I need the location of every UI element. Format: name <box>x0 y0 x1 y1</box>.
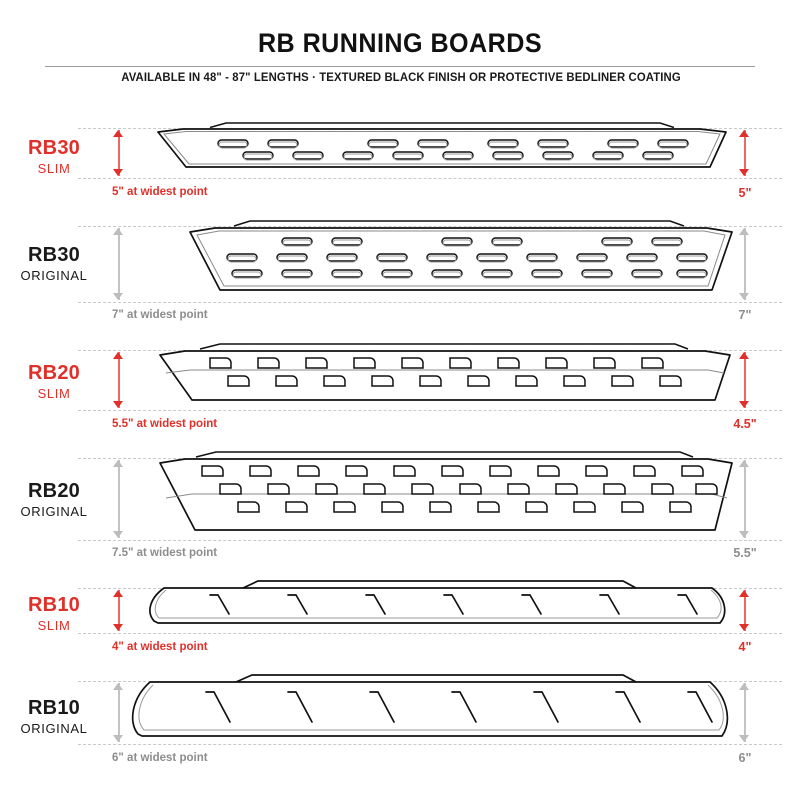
guide-line-top <box>78 226 782 227</box>
dimension-arrow-right <box>738 683 752 742</box>
board-illustration-rb20-slim <box>140 342 745 422</box>
dimension-arrow-right <box>738 590 752 631</box>
row-label-rb10-original: RB10 ORIGINAL <box>0 698 108 735</box>
header-subtitle: AVAILABLE IN 48" - 87" LENGTHS · TEXTURE… <box>121 72 681 84</box>
board-illustration-rb30-slim <box>140 120 740 190</box>
variant-name: SLIM <box>37 618 71 633</box>
guide-line-bottom <box>78 302 782 303</box>
widest-point-label: 4" at widest point <box>112 641 208 653</box>
dimension-arrow-left <box>112 460 126 538</box>
row-label-rb30-slim: RB30 SLIM <box>0 138 108 175</box>
page-title: RB RUNNING BOARDS <box>257 28 543 58</box>
right-dimension-label: 5" <box>738 186 752 200</box>
dimension-arrow-right <box>738 130 752 176</box>
model-name: RB30 <box>28 137 80 159</box>
row-label-rb30-original: RB30 ORIGINAL <box>0 245 108 282</box>
header: RB RUNNING BOARDS AVAILABLE IN 48" - 87"… <box>0 0 800 84</box>
guide-line-bottom <box>78 540 782 541</box>
widest-point-label: 5" at widest point <box>112 186 208 198</box>
dimension-arrow-left <box>112 228 126 300</box>
right-dimension-label: 6" <box>738 751 752 765</box>
dimension-arrow-right <box>738 460 752 538</box>
variant-name: SLIM <box>37 386 71 401</box>
dimension-arrow-right <box>738 228 752 300</box>
dimension-arrow-left <box>112 130 126 176</box>
model-name: RB10 <box>28 697 80 719</box>
widest-point-label: 6" at widest point <box>112 752 208 764</box>
board-illustration-rb10-original <box>118 672 748 757</box>
guide-line-bottom <box>78 633 782 634</box>
widest-point-label: 5.5" at widest point <box>112 418 218 430</box>
row-label-rb10-slim: RB10 SLIM <box>0 595 108 632</box>
right-dimension-label: 7" <box>738 308 752 322</box>
dimension-arrow-left <box>112 683 126 742</box>
model-name: RB20 <box>28 362 80 384</box>
right-dimension-label: 4" <box>738 640 752 654</box>
widest-point-label: 7.5" at widest point <box>112 547 218 559</box>
row-label-rb20-slim: RB20 SLIM <box>0 363 108 400</box>
right-dimension-label: 5.5" <box>733 546 757 560</box>
widest-point-label: 7" at widest point <box>112 309 208 321</box>
variant-name: ORIGINAL <box>20 268 88 283</box>
right-dimension-label: 4.5" <box>733 417 757 431</box>
variant-name: ORIGINAL <box>20 721 88 736</box>
guide-line-bottom <box>78 178 782 179</box>
model-name: RB10 <box>28 594 80 616</box>
model-name: RB20 <box>28 480 80 502</box>
dimension-arrow-right <box>738 352 752 408</box>
dimension-arrow-left <box>112 352 126 408</box>
guide-line-bottom <box>78 410 782 411</box>
guide-line-bottom <box>78 744 782 745</box>
header-divider <box>45 66 755 67</box>
board-illustration-rb30-original <box>172 218 747 313</box>
board-illustration-rb20-original <box>140 450 745 550</box>
variant-name: ORIGINAL <box>20 504 88 519</box>
variant-name: SLIM <box>37 161 71 176</box>
board-illustration-rb10-slim <box>128 578 748 648</box>
dimension-arrow-left <box>112 590 126 631</box>
row-label-rb20-original: RB20 ORIGINAL <box>0 481 108 518</box>
model-name: RB30 <box>28 244 80 266</box>
